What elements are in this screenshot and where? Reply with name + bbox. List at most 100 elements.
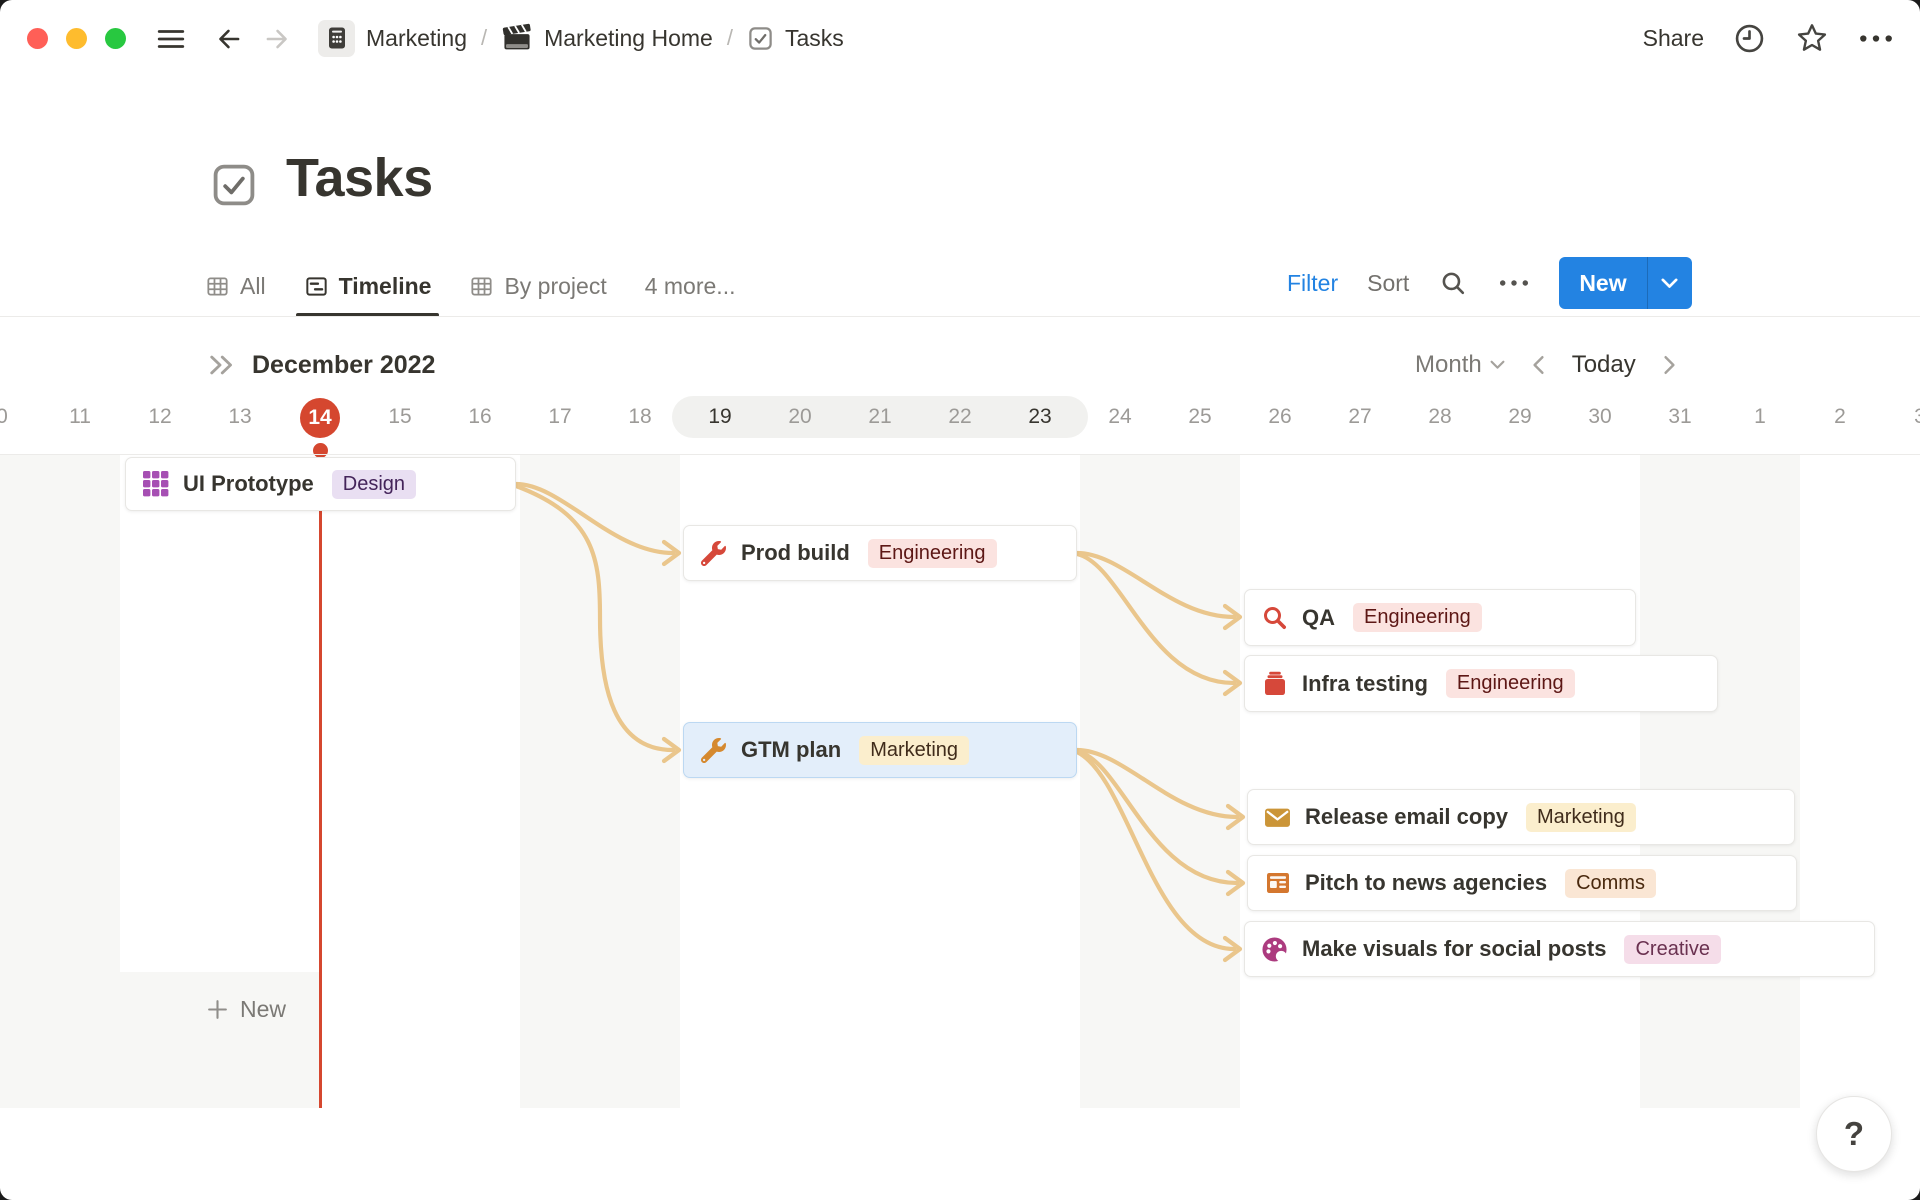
breadcrumb-separator: / bbox=[480, 25, 488, 50]
breadcrumb-label: Marketing bbox=[366, 24, 467, 51]
tab-label: Timeline bbox=[338, 272, 432, 299]
new-task-label: New bbox=[240, 996, 287, 1022]
breadcrumb-label: Tasks bbox=[784, 24, 844, 51]
page-title: Tasks bbox=[286, 148, 433, 208]
task-card[interactable]: Prod build Engineering bbox=[683, 525, 1077, 581]
date-cell[interactable]: 13 bbox=[228, 405, 252, 428]
search-icon[interactable] bbox=[1438, 268, 1469, 299]
prev-chevron-icon[interactable] bbox=[1532, 355, 1545, 375]
close-window-button[interactable] bbox=[27, 28, 48, 49]
share-button[interactable]: Share bbox=[1642, 24, 1704, 51]
date-cell[interactable]: 21 bbox=[868, 405, 892, 428]
task-title: Make visuals for social posts bbox=[1302, 936, 1607, 961]
page-checkbox-icon[interactable] bbox=[210, 161, 258, 209]
date-cell[interactable]: 19 bbox=[708, 405, 732, 428]
back-arrow-icon[interactable] bbox=[214, 24, 244, 54]
task-card[interactable]: Make visuals for social posts Creative bbox=[1244, 921, 1875, 977]
view-tabs: All Timeline By project 4 more... bbox=[205, 255, 735, 317]
task-card[interactable]: UI Prototype Design bbox=[125, 457, 516, 511]
date-cell[interactable]: 1 bbox=[1754, 405, 1766, 428]
task-card[interactable]: Infra testing Engineering bbox=[1244, 655, 1718, 712]
breadcrumb-separator: / bbox=[726, 25, 733, 50]
new-button-divider bbox=[1646, 257, 1648, 309]
date-cell[interactable]: 28 bbox=[1428, 405, 1452, 428]
today-button[interactable]: Today bbox=[1571, 351, 1636, 378]
task-tag: Design bbox=[331, 469, 417, 499]
date-cell[interactable]: 24 bbox=[1108, 405, 1132, 428]
new-row-band bbox=[0, 972, 319, 1108]
toolbox-icon bbox=[1261, 670, 1288, 697]
task-title: Prod build bbox=[741, 540, 850, 565]
breadcrumb: Marketing / Marketing Home / Tasks bbox=[318, 0, 844, 76]
date-cell[interactable]: 29 bbox=[1508, 405, 1532, 428]
today-date-badge[interactable]: 14 bbox=[300, 398, 340, 438]
task-card[interactable]: GTM plan Marketing bbox=[683, 722, 1077, 778]
date-cell[interactable]: 11 bbox=[69, 405, 91, 428]
task-tag: Marketing bbox=[1526, 802, 1636, 832]
date-cell[interactable]: 17 bbox=[548, 405, 572, 428]
more-options-icon[interactable] bbox=[1858, 32, 1894, 45]
wrench-icon bbox=[700, 737, 727, 764]
date-cell[interactable]: 25 bbox=[1188, 405, 1212, 428]
date-cell[interactable]: 26 bbox=[1268, 405, 1292, 428]
task-tag: Marketing bbox=[859, 735, 970, 765]
date-cell[interactable]: 22 bbox=[948, 405, 972, 428]
history-clock-icon[interactable] bbox=[1733, 22, 1766, 55]
task-title: UI Prototype bbox=[183, 471, 314, 496]
task-card[interactable]: Release email copy Marketing bbox=[1247, 789, 1795, 845]
task-tag: Comms bbox=[1565, 868, 1656, 898]
breadcrumb-item-marketing-home[interactable]: Marketing Home bbox=[501, 22, 713, 54]
new-button-label[interactable]: New bbox=[1579, 269, 1627, 296]
date-cell[interactable]: 2 bbox=[1834, 405, 1846, 428]
next-chevron-icon[interactable] bbox=[1663, 355, 1676, 375]
tab-by-project[interactable]: By project bbox=[469, 255, 607, 317]
calendar-icon bbox=[318, 19, 355, 57]
minimize-window-button[interactable] bbox=[66, 28, 87, 49]
date-cell[interactable]: 31 bbox=[1668, 405, 1692, 428]
sort-button[interactable]: Sort bbox=[1367, 269, 1410, 296]
timeline-icon bbox=[304, 274, 329, 299]
date-cell[interactable]: 30 bbox=[1588, 405, 1612, 428]
new-button[interactable]: New bbox=[1559, 257, 1692, 309]
breadcrumb-item-tasks[interactable]: Tasks bbox=[747, 25, 844, 52]
date-cell[interactable]: 12 bbox=[148, 405, 172, 428]
date-cell[interactable]: 0 bbox=[0, 405, 8, 428]
task-title: GTM plan bbox=[741, 737, 842, 762]
date-cell[interactable]: 27 bbox=[1348, 405, 1372, 428]
chevron-down-icon[interactable] bbox=[1648, 257, 1692, 309]
date-cell[interactable]: 18 bbox=[628, 405, 652, 428]
task-card[interactable]: QA Engineering bbox=[1244, 589, 1636, 646]
weekend-band bbox=[1640, 455, 1800, 1108]
palette-icon bbox=[1261, 936, 1288, 963]
task-card[interactable]: Pitch to news agencies Comms bbox=[1247, 855, 1797, 911]
task-tag: Engineering bbox=[1445, 669, 1575, 698]
timeline-scale-label: Month bbox=[1415, 351, 1482, 378]
date-cell[interactable]: 3 bbox=[1880, 405, 1920, 429]
breadcrumb-item-marketing[interactable]: Marketing bbox=[318, 19, 467, 57]
task-tag: Engineering bbox=[1353, 603, 1482, 632]
tab-all[interactable]: All bbox=[205, 255, 266, 317]
breadcrumb-label: Marketing Home bbox=[544, 24, 713, 51]
view-options-icon[interactable] bbox=[1498, 277, 1530, 289]
date-cell[interactable]: 15 bbox=[388, 405, 412, 428]
zoom-window-button[interactable] bbox=[105, 28, 126, 49]
task-title: Infra testing bbox=[1302, 670, 1428, 696]
wrench-icon bbox=[700, 540, 727, 567]
new-task-row[interactable]: New bbox=[206, 996, 286, 1023]
envelope-icon bbox=[1264, 804, 1291, 831]
sidebar-menu-icon[interactable] bbox=[156, 24, 186, 54]
timeline-scale-select[interactable]: Month bbox=[1415, 351, 1505, 379]
more-views-button[interactable]: 4 more... bbox=[644, 272, 736, 299]
date-cell[interactable]: 20 bbox=[788, 405, 812, 428]
tabs-divider bbox=[0, 316, 1920, 317]
help-button[interactable]: ? bbox=[1816, 1096, 1892, 1172]
favorite-star-icon[interactable] bbox=[1795, 21, 1829, 55]
grid-icon bbox=[142, 471, 169, 498]
expand-double-chevron-icon[interactable] bbox=[208, 354, 235, 376]
tab-timeline[interactable]: Timeline bbox=[295, 255, 440, 317]
forward-arrow-icon[interactable] bbox=[262, 24, 292, 54]
task-tag: Engineering bbox=[867, 538, 997, 568]
date-cell[interactable]: 23 bbox=[1028, 405, 1052, 428]
filter-button[interactable]: Filter bbox=[1287, 269, 1339, 296]
date-cell[interactable]: 16 bbox=[468, 405, 492, 428]
